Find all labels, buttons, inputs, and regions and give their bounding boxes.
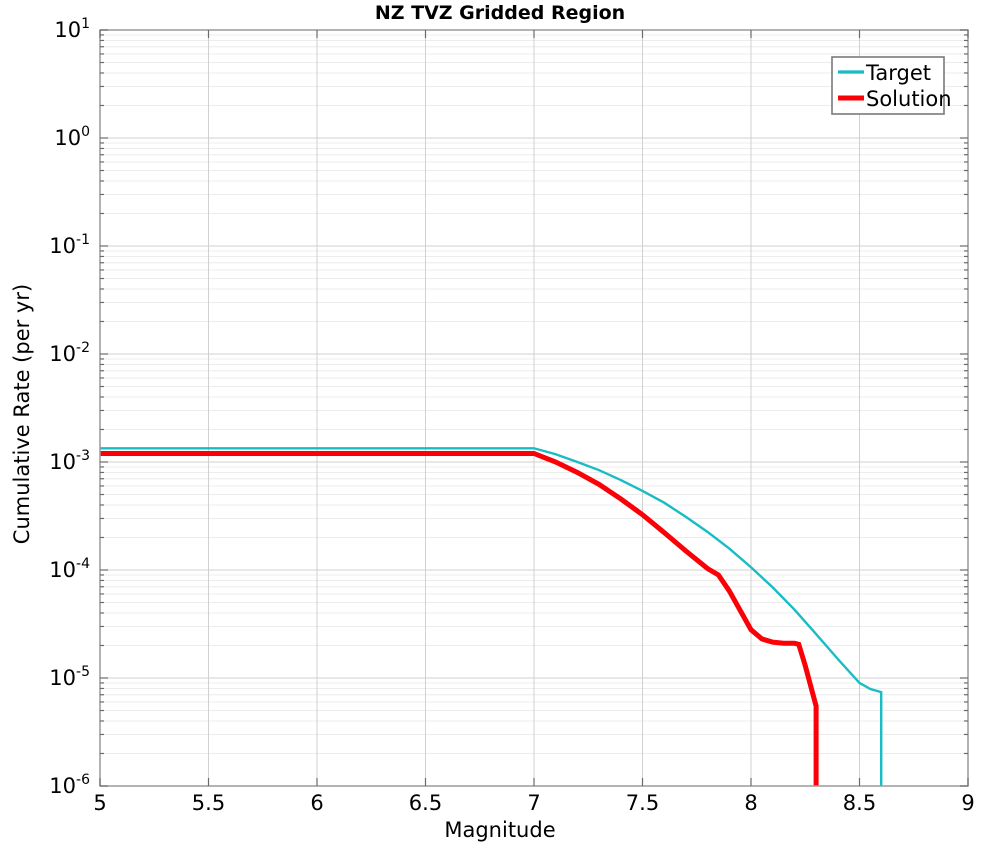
x-tick-label: 5 [93, 791, 106, 815]
x-axis-label: Magnitude [444, 818, 556, 842]
x-tick-label: 6.5 [409, 791, 442, 815]
x-tick-label: 8.5 [843, 791, 876, 815]
y-tick-label: 10-2 [49, 340, 90, 366]
x-tick-label: 7 [527, 791, 540, 815]
x-tick-label: 8 [744, 791, 757, 815]
y-tick-label: 10-6 [49, 772, 90, 798]
y-tick-label: 10-4 [49, 556, 90, 582]
x-tick-label: 7.5 [626, 791, 659, 815]
y-tick-label: 10-1 [49, 232, 90, 258]
legend-label-target: Target [865, 61, 931, 85]
series-line-solution [100, 450, 819, 786]
x-tick-label: 6 [310, 791, 323, 815]
y-tick-label: 10-5 [49, 664, 90, 690]
axis-tick-marks [99, 29, 969, 787]
legend-box [831, 56, 945, 115]
y-tick-label: 10-3 [49, 448, 90, 474]
x-axis-tick-labels: 5 5.5 6 6.5 7 7.5 8 8.5 9 [93, 791, 974, 815]
y-axis-tick-labels: 101 100 10-1 10-2 10-3 10-4 10-5 10-6 [49, 16, 90, 798]
legend-label-solution: Solution [866, 87, 952, 111]
x-tick-label: 5.5 [192, 791, 225, 815]
major-gridlines [100, 30, 968, 786]
chart-title: NZ TVZ Gridded Region [374, 2, 626, 24]
data-series-layer [0, 447, 1000, 850]
y-tick-label: 100 [54, 124, 90, 150]
y-tick-label: 101 [54, 16, 90, 42]
x-tick-label: 9 [961, 791, 974, 815]
below-axis-mask [0, 786, 1000, 850]
series-line-target [100, 447, 883, 786]
